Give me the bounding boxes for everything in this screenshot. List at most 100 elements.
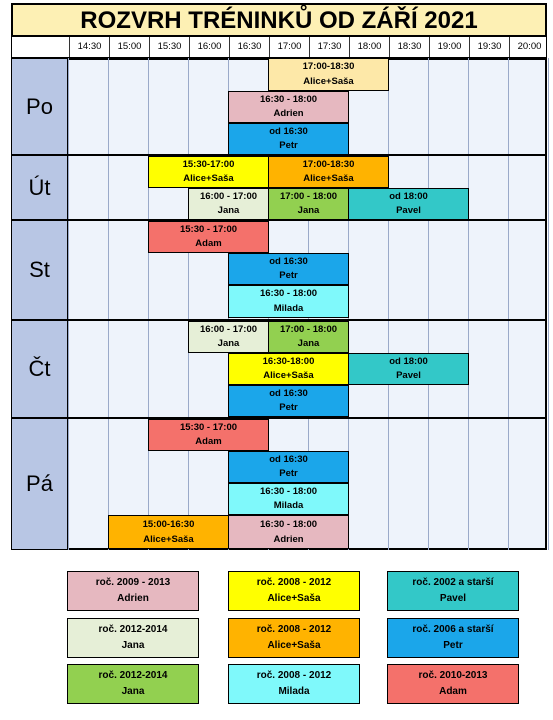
training-block[interactable]: 15:30-17:00 Alice+Saša — [148, 156, 269, 188]
training-block[interactable]: 15:00-16:30 Alice+Saša — [108, 515, 229, 549]
block-group: Alice+Saša — [143, 533, 194, 545]
block-time: 17:00 - 18:00 — [279, 191, 338, 202]
training-block[interactable]: 17:00-18:30 Alice+Saša — [268, 58, 389, 91]
block-time: od 16:30 — [269, 126, 308, 137]
block-time: 15:30-17:00 — [182, 159, 235, 170]
block-group: Petr — [279, 402, 298, 413]
legend-item: roč. 2012-2014 Jana — [67, 618, 199, 658]
grid-line — [428, 58, 429, 550]
training-block[interactable]: 17:00 - 18:00 Jana — [268, 188, 349, 220]
training-block[interactable]: 16:30-18:00 Alice+Saša — [228, 353, 349, 385]
block-time: od 18:00 — [389, 191, 428, 202]
legend-years: roč. 2012-2014 — [98, 670, 168, 681]
time-label: 18:30 — [389, 37, 429, 57]
legend-group: Alice+Saša — [267, 640, 321, 651]
block-time: 17:00-18:30 — [302, 61, 355, 73]
block-group: Adam — [195, 238, 222, 249]
legend-years: roč. 2008 - 2012 — [256, 624, 332, 635]
time-label: 15:00 — [109, 37, 149, 57]
block-group: Jana — [297, 338, 320, 349]
block-time: od 16:30 — [269, 388, 308, 399]
legend-group: Alice+Saša — [267, 593, 321, 604]
block-time: 16:00 - 17:00 — [199, 324, 258, 335]
time-label: 14:30 — [69, 37, 109, 57]
legend-years: roč. 2009 - 2013 — [95, 577, 171, 588]
block-group: Petr — [279, 270, 298, 281]
legend-item: roč. 2008 - 2012 Alice+Saša — [228, 618, 360, 658]
block-group: Alice+Saša — [303, 75, 354, 87]
block-group: Alice+Saša — [183, 173, 234, 184]
training-block[interactable]: 16:30 - 18:00 Adrien — [228, 515, 349, 549]
training-block[interactable]: 16:30 - 18:00 Adrien — [228, 91, 349, 123]
legend-group: Jana — [121, 640, 145, 651]
day-label-Po: Po — [11, 58, 68, 155]
legend-group: Petr — [443, 640, 463, 651]
training-block[interactable]: od 18:00 Pavel — [348, 188, 469, 220]
legend-group: Jana — [121, 686, 145, 697]
legend-years: roč. 2012-2014 — [98, 624, 168, 635]
training-block[interactable]: 15:30 - 17:00 Adam — [148, 419, 269, 451]
block-group: Adam — [195, 436, 222, 447]
grid-line — [548, 58, 549, 550]
time-label: 19:00 — [429, 37, 469, 57]
block-group: Petr — [279, 140, 298, 151]
day-separator — [11, 219, 547, 221]
legend-item: roč. 2012-2014 Jana — [67, 664, 199, 704]
block-group: Jana — [217, 205, 240, 216]
day-separator — [11, 417, 547, 419]
block-group: Jana — [297, 205, 320, 216]
time-label: 18:00 — [349, 37, 389, 57]
legend-item: roč. 2008 - 2012 Milada — [228, 664, 360, 704]
legend-item: roč. 2006 a starší Petr — [387, 618, 519, 658]
legend-group: Pavel — [439, 593, 467, 604]
training-block[interactable]: od 16:30 Petr — [228, 385, 349, 417]
block-time: 17:00-18:30 — [302, 159, 355, 170]
time-label: 17:00 — [269, 37, 309, 57]
training-block[interactable]: 17:00 - 18:00 Jana — [268, 321, 349, 353]
grid-line — [68, 58, 69, 550]
day-separator — [11, 319, 547, 321]
grid-line — [148, 58, 149, 550]
training-block[interactable]: 16:00 - 17:00 Jana — [188, 188, 269, 220]
block-time: 16:30 - 18:00 — [259, 288, 318, 300]
block-group: Adrien — [273, 533, 304, 545]
training-block[interactable]: 16:00 - 17:00 Jana — [188, 321, 269, 353]
block-time: 16:30 - 18:00 — [259, 486, 318, 497]
time-label: 17:30 — [309, 37, 349, 57]
training-block[interactable]: 15:30 - 17:00 Adam — [148, 221, 269, 253]
training-block[interactable]: 17:00-18:30 Alice+Saša — [268, 156, 389, 188]
time-label: 16:00 — [189, 37, 229, 57]
time-label: 19:30 — [469, 37, 509, 57]
block-group: Alice+Saša — [303, 173, 354, 184]
block-time: od 16:30 — [269, 256, 308, 267]
block-group: Pavel — [396, 370, 421, 381]
grid-line — [108, 58, 109, 550]
training-block[interactable]: od 16:30 Petr — [228, 253, 349, 285]
training-block[interactable]: 16:30 - 18:00 Milada — [228, 285, 349, 318]
legend-group: Adrien — [117, 593, 149, 604]
day-label-Út: Út — [11, 155, 68, 220]
block-time: 17:00 - 18:00 — [279, 324, 338, 335]
day-separator — [11, 154, 547, 156]
block-group: Milada — [273, 302, 304, 314]
training-block[interactable]: 16:30 - 18:00 Milada — [228, 483, 349, 515]
time-header: 14:30 15:00 15:30 16:00 16:30 17:00 17:30 18:00… — [11, 37, 547, 58]
block-group: Milada — [273, 500, 304, 511]
legend-years: roč. 2006 a starší — [412, 624, 494, 635]
block-group: Adrien — [273, 108, 304, 119]
legend-years: roč. 2010-2013 — [418, 670, 488, 681]
training-block[interactable]: od 16:30 Petr — [228, 123, 349, 155]
legend-years: roč. 2002 a starší — [412, 577, 494, 588]
block-group: Pavel — [396, 205, 421, 216]
legend-years: roč. 2008 - 2012 — [256, 670, 332, 681]
block-time: 16:30-18:00 — [262, 356, 315, 367]
time-label: 20:00 — [509, 37, 549, 57]
day-label-Pá: Pá — [11, 418, 68, 550]
block-time: od 18:00 — [389, 356, 428, 367]
legend-years: roč. 2008 - 2012 — [256, 577, 332, 588]
day-label-St: St — [11, 220, 68, 320]
training-block[interactable]: od 18:00 Pavel — [348, 353, 469, 385]
training-block[interactable]: od 16:30 Petr — [228, 451, 349, 483]
legend-group: Adam — [439, 686, 467, 697]
block-time: od 16:30 — [269, 454, 308, 465]
